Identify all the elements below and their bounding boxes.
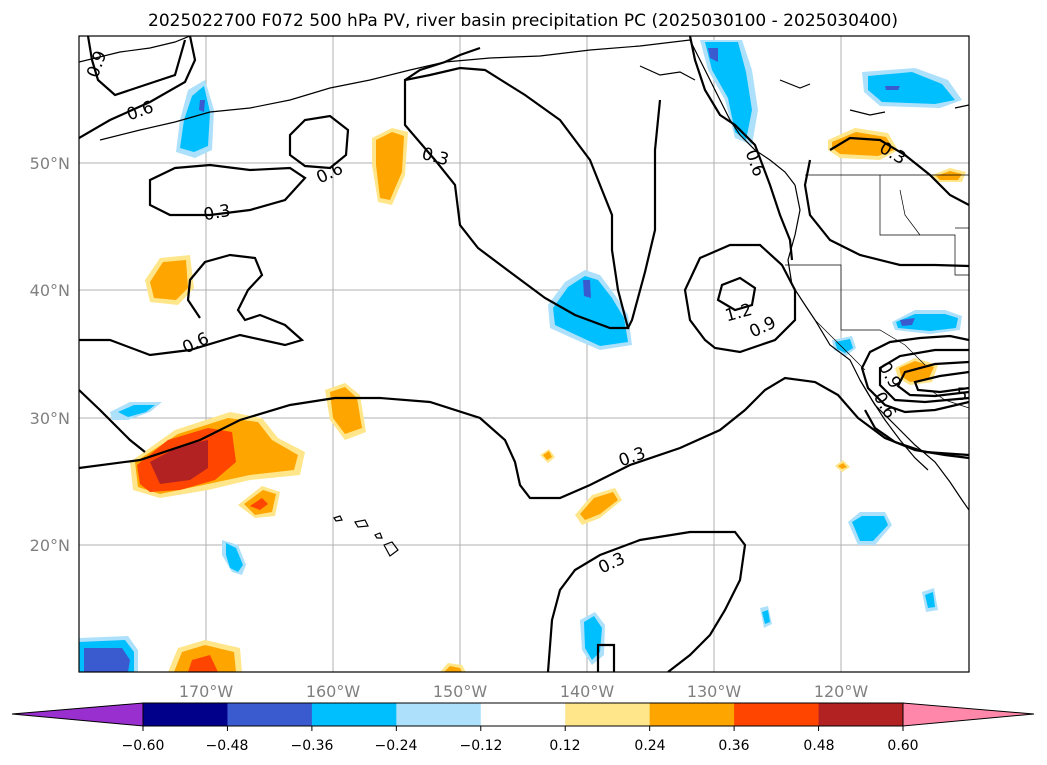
lat-label: 40°N bbox=[30, 281, 70, 300]
colorbar-tick-label: −0.48 bbox=[206, 738, 249, 754]
colorbar-swatch bbox=[649, 703, 735, 726]
colorbar: −0.60 −0.48 −0.36 −0.24 −0.12 0.12 0.24 … bbox=[11, 702, 1035, 754]
colorbar-frame bbox=[142, 702, 904, 727]
colorbar-swatch bbox=[12, 703, 143, 726]
longitude-labels: 170°W 160°W 150°W 140°W 130°W 120°W bbox=[179, 682, 869, 701]
pv-contours bbox=[79, 36, 969, 672]
lon-label: 160°W bbox=[306, 682, 361, 701]
colorbar-swatch bbox=[396, 703, 482, 726]
lon-label: 120°W bbox=[814, 682, 869, 701]
negative-precip-region bbox=[79, 40, 962, 672]
precip-fill-areas bbox=[79, 40, 966, 672]
colorbar-tick-label: 0.24 bbox=[634, 738, 665, 754]
colorbar-swatch bbox=[143, 703, 228, 726]
lon-label: 140°W bbox=[560, 682, 615, 701]
colorbar-tick-label: 0.12 bbox=[549, 738, 580, 754]
lat-label: 50°N bbox=[30, 154, 70, 173]
colorbar-swatch bbox=[903, 703, 1034, 726]
lat-label: 30°N bbox=[30, 409, 70, 428]
colorbar-tick-labels: −0.60 −0.48 −0.36 −0.24 −0.12 0.12 0.24 … bbox=[122, 738, 919, 754]
colorbar-ticks bbox=[142, 726, 904, 731]
colorbar-swatch bbox=[227, 703, 313, 726]
colorbar-swatch bbox=[818, 703, 904, 726]
contour-label: 0.3 bbox=[202, 201, 232, 225]
lat-label: 20°N bbox=[30, 536, 70, 555]
colorbar-tick-label: −0.60 bbox=[122, 738, 165, 754]
lon-label: 150°W bbox=[433, 682, 488, 701]
state-borders bbox=[785, 174, 969, 409]
colorbar-tick-label: 0.60 bbox=[887, 738, 918, 754]
map-panel: 0.9 0.6 0.6 0.3 0.3 0.6 0.6 1.2 0.9 0.3 … bbox=[78, 35, 970, 673]
colorbar-swatch bbox=[311, 703, 397, 726]
colorbar-tick-label: −0.12 bbox=[460, 738, 503, 754]
map-frame bbox=[78, 35, 970, 673]
colorbar-tick-label: −0.36 bbox=[291, 738, 334, 754]
colorbar-swatch bbox=[565, 703, 651, 726]
lon-label: 170°W bbox=[179, 682, 234, 701]
colorbar-swatch bbox=[734, 703, 820, 726]
colorbar-tick-label: 0.36 bbox=[718, 738, 749, 754]
lon-label: 130°W bbox=[687, 682, 742, 701]
figure-title: 2025022700 F072 500 hPa PV, river basin … bbox=[148, 11, 898, 31]
contour-label: 5 bbox=[957, 385, 968, 405]
latitude-labels: 50°N 40°N 30°N 20°N bbox=[30, 154, 70, 555]
colorbar-segments bbox=[12, 703, 1034, 726]
colorbar-swatch bbox=[480, 703, 566, 726]
colorbar-tick-label: 0.48 bbox=[803, 738, 834, 754]
colorbar-tick-label: −0.24 bbox=[375, 738, 418, 754]
positive-precip-region bbox=[130, 128, 966, 672]
